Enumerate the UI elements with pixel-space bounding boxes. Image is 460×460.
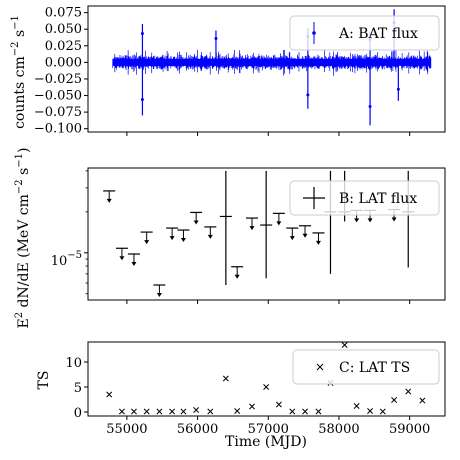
- panel-b-legend-box: [289, 180, 440, 216]
- panel-c-y-tick-label: 5: [74, 381, 82, 396]
- lat-ts-point: [289, 408, 296, 415]
- panel-a-y-tick-label: 0.075: [45, 6, 82, 21]
- lat-flux-upper-limit-arrowhead: [249, 226, 255, 231]
- lat-ts-point: [275, 401, 282, 408]
- panel-a-y-axis-label: counts cm−2 s−1: [10, 15, 28, 129]
- panel-c-x-tick-label: 59000: [389, 422, 430, 437]
- lat-flux-upper-limit-arrowhead: [106, 198, 112, 203]
- lat-ts-point: [405, 388, 412, 395]
- lat-ts-point: [169, 408, 176, 415]
- panel-c-x-tick-label: 57000: [248, 422, 289, 437]
- panel-a-frame: [87, 5, 446, 133]
- lat-flux-upper-limit-arrowhead: [315, 240, 321, 245]
- lat-flux-upper-limit-arrowhead: [234, 274, 240, 279]
- bat-flux-errorbars: [112, 49, 432, 76]
- panel-a-y-tick-label: 0.050: [45, 22, 82, 37]
- lat-flux-upper-limit-arrowhead: [367, 218, 373, 223]
- panel-b-legend: B: LAT flux: [289, 180, 440, 216]
- panel-b-axes: [84, 170, 411, 304]
- lat-ts-point: [234, 408, 241, 414]
- lat-ts-point: [156, 408, 163, 415]
- lat-ts-point: [222, 375, 229, 382]
- x-axis-label: Time (MJD): [225, 434, 307, 450]
- panel-c-x-tick-label: 55000: [106, 422, 147, 437]
- panel-a-legend-dot: [312, 31, 316, 35]
- panel-a-y-tick-label: −0.050: [34, 89, 82, 104]
- panel-a-legend-box: [289, 15, 440, 51]
- lat-flux-upper-limit-arrowhead: [276, 221, 282, 226]
- panel-a-legend: A: BAT flux: [289, 15, 440, 51]
- panel-c-y-tick-label: 10: [65, 356, 82, 371]
- panel-c-y-axis-label: TS: [36, 371, 52, 390]
- lat-flux-upper-limit-arrowhead: [180, 238, 186, 243]
- panel-b-y-axis-label: E2 dN/dE (MeV cm−2 s−1): [14, 148, 32, 329]
- panel-a-y-tick-label: −0.075: [34, 105, 82, 120]
- bat-flux-spike-point: [140, 32, 144, 36]
- lat-ts-point: [118, 408, 125, 415]
- lat-ts-point: [391, 397, 398, 403]
- panel-c-data: [106, 342, 426, 415]
- lat-flux-upper-limit-arrowhead: [289, 236, 295, 241]
- lat-flux-upper-limit-arrowhead: [391, 217, 397, 222]
- panel-a-y-tick-label: 0.025: [45, 39, 82, 54]
- bat-flux-dip-point: [306, 93, 310, 97]
- bat-flux-spike-point: [214, 36, 218, 40]
- lat-ts-point: [302, 408, 308, 415]
- bat-flux-dip-point: [368, 104, 372, 108]
- lat-flux-upper-limit-arrowhead: [207, 234, 213, 239]
- lat-ts-point: [249, 403, 255, 410]
- panel-a-y-tick-label: 0.000: [45, 55, 82, 70]
- panel-c-frame: [87, 341, 446, 417]
- bat-flux-dip-point: [140, 98, 144, 102]
- panel-b-legend-label: B: LAT flux: [339, 191, 417, 207]
- lat-ts-point: [353, 403, 360, 409]
- lat-ts-point: [263, 384, 270, 390]
- lat-flux-upper-limit-arrowhead: [169, 236, 175, 241]
- lat-ts-point: [106, 391, 113, 398]
- lat-ts-point: [207, 408, 214, 415]
- lat-ts-point: [419, 397, 426, 404]
- panel-c-legend-label: C: LAT TS: [339, 360, 410, 376]
- lat-ts-point: [315, 408, 322, 415]
- lat-flux-upper-limit-arrowhead: [302, 233, 308, 238]
- panel-a-legend-label: A: BAT flux: [338, 26, 418, 42]
- lat-ts-point: [379, 408, 386, 415]
- panel-a-y-tick-label: −0.025: [34, 72, 82, 87]
- lat-ts-point: [143, 408, 150, 415]
- panel-b-lat-flux: 10−5 E2 dN/dE (MeV cm−2 s−1) B: LAT flux: [14, 148, 446, 329]
- lat-ts-point: [180, 408, 187, 415]
- bat-flux-dip-point: [396, 87, 400, 91]
- panel-a-y-tick-label: −0.100: [34, 122, 82, 137]
- lat-flux-upper-limit-arrowhead: [193, 220, 199, 225]
- lat-ts-point: [367, 408, 374, 414]
- lat-flux-upper-limit-arrowhead: [119, 256, 125, 261]
- panel-c-legend-marker: [316, 363, 324, 371]
- panel-b-frame: [87, 167, 446, 301]
- lat-flux-upper-limit-arrowhead: [156, 293, 162, 298]
- lat-ts-point: [341, 342, 348, 348]
- panel-c-x-tick-label: 56000: [177, 422, 218, 437]
- panel-c-y-tick-label: 0: [74, 406, 82, 421]
- lat-flux-upper-limit-arrowhead: [131, 262, 137, 267]
- panel-c-lat-ts: 0 5 10 55000 56000 57000 58000 59000 TS Time (…: [36, 341, 446, 450]
- lat-flux-upper-limit-arrowhead: [144, 240, 150, 245]
- lat-ts-point: [130, 408, 137, 415]
- panel-c-legend-box: [292, 349, 440, 385]
- panel-c-legend: C: LAT TS: [292, 349, 440, 385]
- panel-c-x-ticks: 55000 56000 57000 58000 59000: [106, 416, 430, 437]
- panel-c-y-ticks: 0 5 10: [65, 356, 88, 421]
- panel-a-x-ticks: [126, 132, 411, 136]
- lat-ts-point: [193, 407, 200, 413]
- panel-c-x-tick-label: 58000: [318, 422, 359, 437]
- lat-flux-upper-limit-arrowhead: [354, 218, 360, 223]
